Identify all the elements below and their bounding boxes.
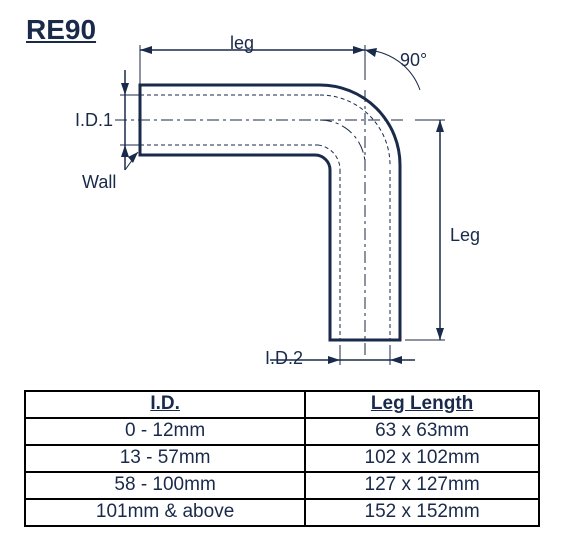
cell: 127 x 127mm — [305, 472, 539, 499]
label-leg-top: leg — [230, 33, 254, 54]
table-row: 13 - 57mm 102 x 102mm — [25, 445, 539, 472]
diagram-svg — [70, 30, 500, 380]
label-id1: I.D.1 — [75, 110, 113, 131]
label-angle: 90° — [400, 50, 427, 71]
spec-table: I.D. Leg Length 0 - 12mm 63 x 63mm 13 - … — [24, 390, 540, 527]
table-body: 0 - 12mm 63 x 63mm 13 - 57mm 102 x 102mm… — [25, 418, 539, 526]
col-id: I.D. — [25, 391, 305, 418]
table-header-row: I.D. Leg Length — [25, 391, 539, 418]
arrow-t — [436, 120, 444, 132]
cell: 0 - 12mm — [25, 418, 305, 445]
arrow-b — [436, 328, 444, 340]
table-row: 0 - 12mm 63 x 63mm — [25, 418, 539, 445]
id1-arr-b — [121, 145, 129, 157]
table-row: 58 - 100mm 127 x 127mm — [25, 472, 539, 499]
wall-arr — [128, 152, 138, 163]
centerline-arc — [320, 120, 365, 165]
inner-arc-1 — [320, 95, 390, 165]
cell: 152 x 152mm — [305, 499, 539, 526]
angle-arrow — [365, 48, 377, 57]
id2-arr-r — [390, 356, 402, 364]
arrow-r — [353, 46, 365, 54]
elbow-outline — [140, 85, 400, 340]
cell: 13 - 57mm — [25, 445, 305, 472]
label-id2: I.D.2 — [265, 348, 303, 369]
cell: 102 x 102mm — [305, 445, 539, 472]
cell: 101mm & above — [25, 499, 305, 526]
table-row: 101mm & above 152 x 152mm — [25, 499, 539, 526]
col-leg: Leg Length — [305, 391, 539, 418]
elbow-diagram: leg 90° I.D.1 Wall Leg I.D.2 — [70, 30, 500, 380]
label-leg-right: Leg — [450, 225, 480, 246]
cell: 58 - 100mm — [25, 472, 305, 499]
arrow-l — [140, 46, 152, 54]
cell: 63 x 63mm — [305, 418, 539, 445]
label-wall: Wall — [82, 172, 116, 193]
id2-arr-l — [328, 356, 340, 364]
id1-arr-t — [121, 83, 129, 95]
